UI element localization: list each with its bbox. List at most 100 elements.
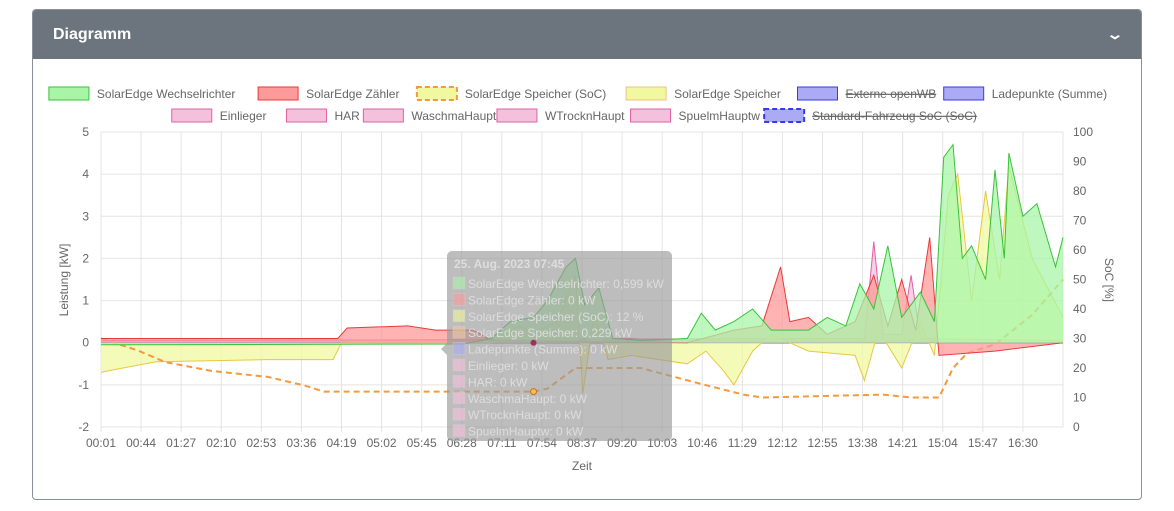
tooltip-swatch xyxy=(452,375,466,388)
legend-label: Externe openWB xyxy=(846,87,937,101)
legend-swatch xyxy=(257,86,299,101)
legend-item[interactable]: Externe openWB xyxy=(797,86,937,101)
legend-label: SolarEdge Wechselrichter xyxy=(97,87,236,101)
legend-swatch xyxy=(362,108,404,123)
legend-swatch xyxy=(625,86,667,101)
y2-axis-label: SoC [%] xyxy=(1102,258,1116,302)
y2-tick-label: 0 xyxy=(1073,420,1080,434)
y-tick-label: 3 xyxy=(82,209,89,223)
tooltip-swatch xyxy=(452,424,466,437)
y-tick-label: 4 xyxy=(82,167,89,181)
tooltip-swatch xyxy=(452,407,466,421)
tooltip-swatch xyxy=(452,293,466,306)
legend-item[interactable]: WTrocknHaupt xyxy=(496,108,625,123)
y-axis-label: Leistung [kW] xyxy=(57,244,71,317)
chart-card: Diagramm ⌄ xyxy=(32,9,1142,500)
legend-label: Standard-Fahrzeug SoC (SoC) xyxy=(812,109,977,123)
tooltip-line: SolarEdge Speicher (SoC): 12 % xyxy=(468,310,644,324)
x-tick-label: 16:30 xyxy=(1008,436,1038,450)
y2-tick-label: 50 xyxy=(1073,273,1087,287)
tooltip-line: WTrocknHaupt: 0 kW xyxy=(468,408,582,422)
legend-item[interactable]: SolarEdge Speicher (SoC) xyxy=(415,86,606,101)
x-tick-label: 12:12 xyxy=(767,436,797,450)
tooltip-swatch xyxy=(452,342,466,355)
tooltip-swatch xyxy=(452,309,466,323)
card-header[interactable]: Diagramm ⌄ xyxy=(33,10,1141,59)
tooltip-line: SolarEdge Zähler: 0 kW xyxy=(468,293,596,307)
y2-tick-label: 100 xyxy=(1073,125,1093,139)
x-tick-label: 12:55 xyxy=(807,436,837,450)
legend-swatch xyxy=(630,108,672,123)
legend-label: HAR xyxy=(334,109,360,123)
legend-label: SolarEdge Zähler xyxy=(306,87,399,101)
x-tick-label: 15:47 xyxy=(968,436,998,450)
legend-item[interactable]: Einlieger xyxy=(171,108,267,123)
tooltip-line: WaschmaHaupt: 0 kW xyxy=(468,392,588,406)
x-tick-label: 02:10 xyxy=(206,436,236,450)
tooltip-swatch xyxy=(452,325,466,339)
legend-item[interactable]: SpuelmHauptw xyxy=(630,108,761,123)
y-tick-label: 1 xyxy=(82,294,89,308)
x-tick-label: 14:21 xyxy=(888,436,918,450)
legend-item[interactable]: SolarEdge Zähler xyxy=(257,86,399,101)
legend-label: WaschmaHaupt xyxy=(411,109,497,123)
x-tick-label: 05:45 xyxy=(407,436,437,450)
y2-tick-label: 80 xyxy=(1073,184,1087,198)
tooltip-line: SolarEdge Speicher: 0,229 kW xyxy=(468,326,633,340)
y2-tick-label: 90 xyxy=(1073,155,1087,169)
y2-tick-label: 60 xyxy=(1073,243,1087,257)
x-tick-label: 05:02 xyxy=(367,436,397,450)
tooltip-line: Einlieger: 0 kW xyxy=(468,359,549,373)
tooltip-line: Ladepunkte (Summe): 0 kW xyxy=(468,343,618,357)
chevron-down-icon[interactable]: ⌄ xyxy=(1106,26,1124,42)
hover-point xyxy=(530,388,538,396)
legend-label: Einlieger xyxy=(220,109,267,123)
y-tick-label: -2 xyxy=(78,420,89,434)
legend-item[interactable]: Standard-Fahrzeug SoC (SoC) xyxy=(763,108,977,123)
legend-label: SpuelmHauptw xyxy=(679,109,761,123)
legend-label: SolarEdge Speicher (SoC) xyxy=(465,87,606,101)
hover-point xyxy=(530,339,537,346)
legend-item[interactable]: HAR xyxy=(285,108,360,123)
x-tick-label: 01:27 xyxy=(166,436,196,450)
x-tick-label: 00:44 xyxy=(126,436,156,450)
legend-item[interactable]: SolarEdge Wechselrichter xyxy=(48,86,236,101)
legend-swatch xyxy=(285,108,327,123)
tooltip-swatch xyxy=(452,358,466,372)
tooltip-line: SolarEdge Wechselrichter: 0,599 kW xyxy=(468,277,665,291)
legend-item[interactable]: SolarEdge Speicher xyxy=(625,86,781,101)
legend-swatch xyxy=(171,108,213,123)
y-tick-label: 5 xyxy=(82,125,89,139)
legend-item[interactable]: WaschmaHaupt xyxy=(362,108,497,123)
y2-tick-label: 40 xyxy=(1073,302,1087,316)
y2-tick-label: 70 xyxy=(1073,214,1087,228)
legend-swatch xyxy=(415,86,458,101)
tooltip-line: HAR: 0 kW xyxy=(468,375,528,389)
y-tick-label: 0 xyxy=(82,336,89,350)
legend-label: Ladepunkte (Summe) xyxy=(992,87,1107,101)
x-tick-label: 04:19 xyxy=(326,436,356,450)
x-tick-label: 10:46 xyxy=(687,436,717,450)
legend-swatch xyxy=(763,108,806,123)
legend-item[interactable]: Ladepunkte (Summe) xyxy=(943,86,1107,101)
legend-label: SolarEdge Speicher xyxy=(674,87,781,101)
y-tick-label: 2 xyxy=(82,251,89,265)
x-tick-label: 02:53 xyxy=(246,436,276,450)
y2-tick-label: 10 xyxy=(1073,391,1087,405)
tooltip-line: SpuelmHauptw: 0 kW xyxy=(468,425,584,439)
tooltip-swatch xyxy=(452,276,466,290)
tooltip-swatch xyxy=(452,391,466,405)
x-tick-label: 15:04 xyxy=(928,436,958,450)
x-axis-label: Zeit xyxy=(572,459,593,473)
tooltip: 25. Aug. 2023 07:45 SolarEdge Wechselrich… xyxy=(441,251,672,441)
legend-swatch xyxy=(496,108,538,123)
x-tick-label: 13:38 xyxy=(848,436,878,450)
legend-swatch xyxy=(943,86,985,101)
legend-swatch xyxy=(48,86,90,101)
tooltip-title: 25. Aug. 2023 07:45 xyxy=(454,257,565,271)
series-area xyxy=(101,237,1063,356)
legend-swatch xyxy=(797,86,838,101)
x-tick-label: 00:01 xyxy=(86,436,116,450)
x-tick-label: 03:36 xyxy=(286,436,316,450)
